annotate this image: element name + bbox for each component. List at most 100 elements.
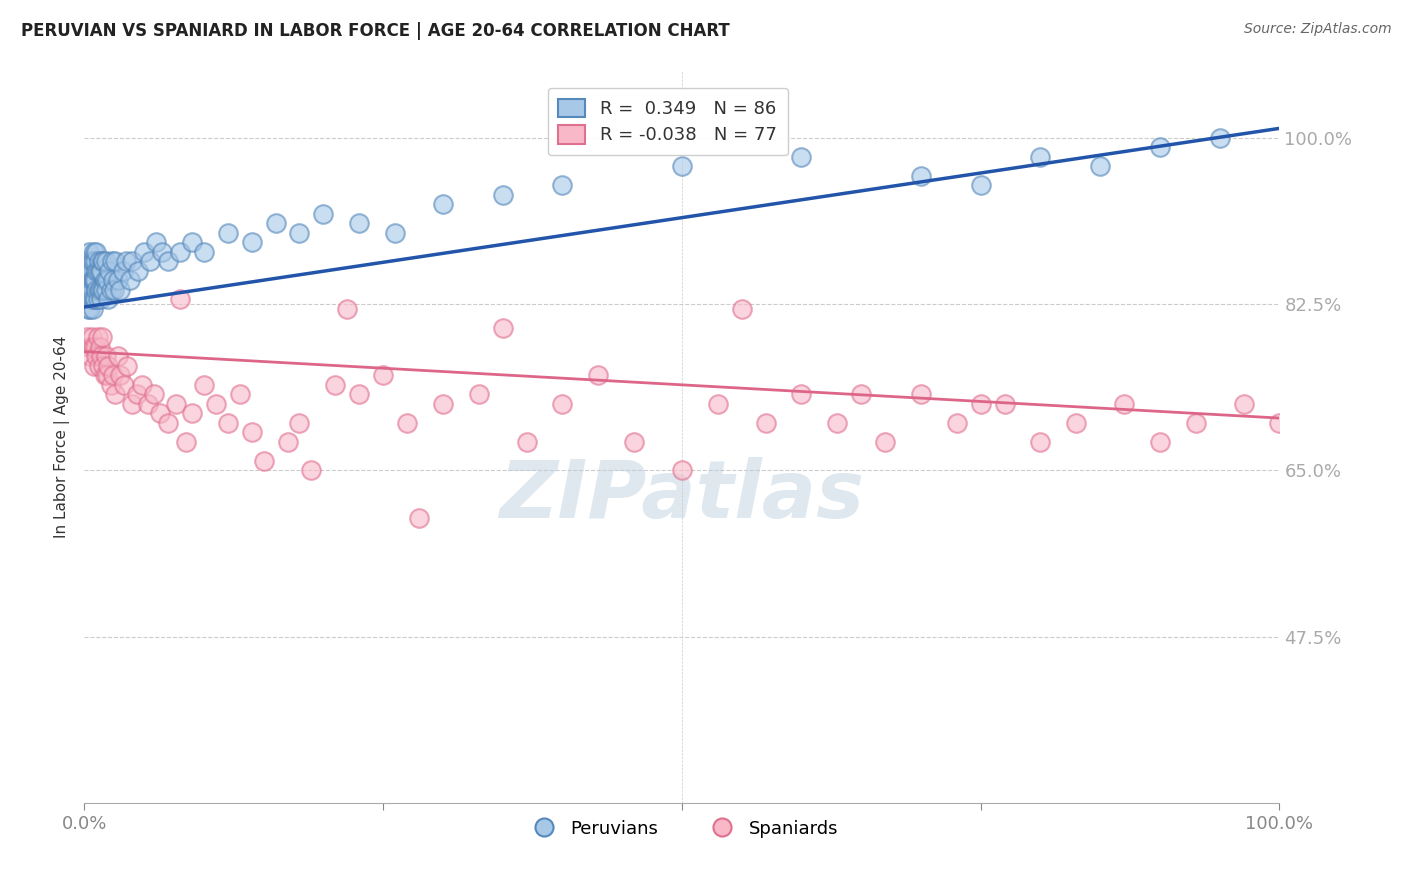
Point [86, 283, 108, 297]
Point [851, 387, 873, 401]
Point [89, 340, 111, 354]
Point [91, 330, 114, 344]
Point [93, 368, 115, 383]
Point [86, 264, 108, 278]
Point [181, 406, 204, 420]
Point [994, 397, 1017, 411]
Point [492, 321, 515, 335]
Point [86, 293, 108, 307]
Point [76, 293, 98, 307]
Point [396, 416, 419, 430]
Point [84, 293, 107, 307]
Point [80, 330, 103, 344]
Point [174, 434, 197, 449]
Point [83, 293, 105, 307]
Point [84, 273, 107, 287]
Point [100, 377, 122, 392]
Point [94, 283, 117, 297]
Point [516, 434, 538, 449]
Point [755, 416, 778, 430]
Point [193, 244, 215, 259]
Point [75, 283, 97, 297]
Point [93, 283, 115, 297]
Point [79, 301, 101, 316]
Point [384, 226, 406, 240]
Point [264, 216, 287, 230]
Point [149, 406, 172, 420]
Point [86, 264, 108, 278]
Point [790, 387, 813, 401]
Point [110, 368, 132, 383]
Point [77, 244, 100, 259]
Point [96, 273, 118, 287]
Point [1268, 416, 1291, 430]
Point [117, 359, 139, 373]
Point [77, 273, 100, 287]
Point [229, 387, 252, 401]
Point [139, 254, 162, 268]
Point [790, 150, 813, 164]
Point [217, 416, 239, 430]
Point [77, 283, 100, 297]
Point [75, 264, 97, 278]
Point [90, 293, 112, 307]
Point [193, 377, 215, 392]
Point [80, 293, 103, 307]
Point [288, 416, 311, 430]
Point [77, 254, 100, 268]
Point [551, 397, 574, 411]
Point [301, 463, 323, 477]
Point [1209, 131, 1232, 145]
Point [83, 244, 105, 259]
Point [107, 273, 129, 287]
Point [325, 377, 347, 392]
Point [79, 264, 101, 278]
Point [165, 397, 187, 411]
Point [623, 434, 645, 449]
Point [408, 511, 430, 525]
Point [111, 264, 134, 278]
Point [910, 387, 932, 401]
Point [217, 226, 239, 240]
Point [76, 273, 98, 287]
Point [86, 330, 108, 344]
Point [157, 416, 180, 430]
Point [84, 340, 107, 354]
Point [277, 434, 299, 449]
Point [827, 416, 849, 430]
Point [432, 197, 454, 211]
Point [1185, 416, 1208, 430]
Point [132, 244, 156, 259]
Point [970, 178, 993, 193]
Point [101, 368, 124, 383]
Point [86, 244, 108, 259]
Point [77, 301, 100, 316]
Point [83, 359, 105, 373]
Point [93, 359, 115, 373]
Point [97, 359, 120, 373]
Point [468, 387, 491, 401]
Point [83, 273, 105, 287]
Point [551, 178, 574, 193]
Point [94, 349, 117, 363]
Point [79, 283, 101, 297]
Point [1029, 150, 1052, 164]
Point [93, 254, 115, 268]
Point [91, 254, 114, 268]
Point [1149, 434, 1171, 449]
Point [946, 416, 969, 430]
Point [1149, 140, 1171, 154]
Point [349, 216, 371, 230]
Point [110, 283, 132, 297]
Point [93, 273, 115, 287]
Point [103, 283, 125, 297]
Point [91, 283, 114, 297]
Point [118, 273, 141, 287]
Legend: Peruvians, Spaniards: Peruvians, Spaniards [519, 813, 845, 845]
Point [253, 454, 276, 468]
Point [492, 187, 515, 202]
Point [205, 397, 228, 411]
Point [87, 254, 110, 268]
Point [131, 377, 153, 392]
Point [77, 264, 100, 278]
